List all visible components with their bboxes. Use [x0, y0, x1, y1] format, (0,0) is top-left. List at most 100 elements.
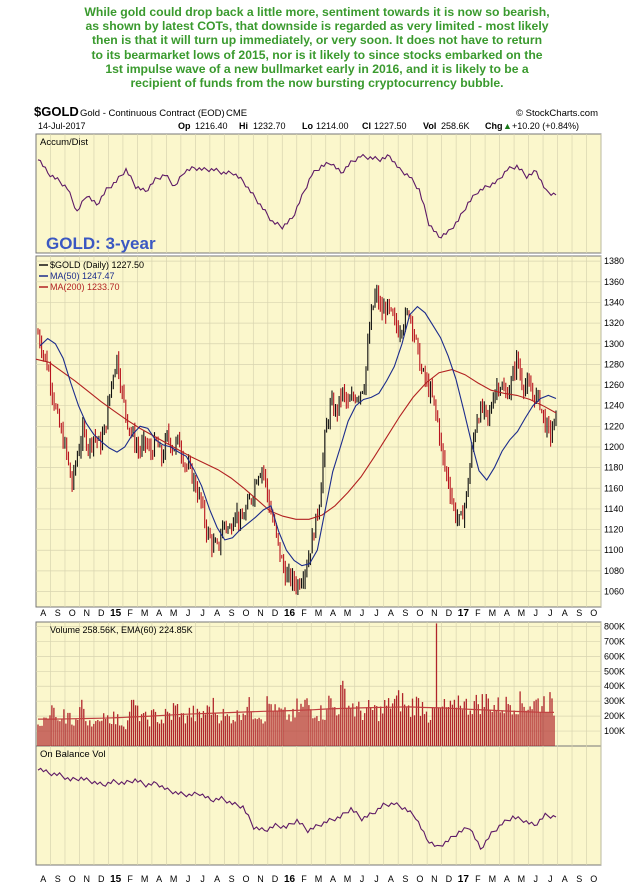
volume-y-tick: 200K — [604, 711, 625, 721]
volume-y-tick: 100K — [604, 726, 625, 736]
price-x-label: O — [69, 608, 76, 618]
obv-x-label: D — [446, 874, 453, 884]
price-x-label: 17 — [458, 608, 470, 619]
op-value: 1216.40 — [195, 121, 228, 131]
obv-x-label: S — [402, 874, 408, 884]
price-y-tick: 1200 — [604, 442, 624, 452]
price-x-label: N — [83, 608, 90, 618]
lo-value: 1214.00 — [316, 121, 349, 131]
obv-x-label: M — [170, 874, 178, 884]
price-x-label: A — [504, 608, 510, 618]
price-x-label: 15 — [110, 608, 122, 619]
price-x-label: N — [431, 608, 438, 618]
volume-y-tick: 400K — [604, 681, 625, 691]
price-x-label: M — [518, 608, 526, 618]
obv-x-label: D — [98, 874, 105, 884]
legend-gold: $GOLD (Daily) 1227.50 — [50, 260, 144, 270]
volume-ema-line — [38, 706, 555, 720]
cl-value: 1227.50 — [374, 121, 407, 131]
price-y-tick: 1160 — [604, 483, 623, 493]
obv-x-label: S — [229, 874, 235, 884]
accum-dist-label: Accum/Dist — [40, 137, 88, 148]
chg-value: +10.20 (+0.84%) — [512, 121, 579, 131]
legend-gold-value: 1227.50 — [112, 260, 145, 270]
legend-ma200: MA(200) 1233.70 — [50, 282, 120, 292]
cl-label: Cl — [362, 121, 371, 131]
obv-x-label: J — [374, 874, 379, 884]
price-x-label: O — [590, 608, 597, 618]
ma50-line — [39, 305, 557, 567]
legend-ma50-name: MA(50) — [50, 271, 80, 281]
price-y-tick: 1220 — [604, 421, 624, 431]
price-x-label: O — [416, 608, 423, 618]
price-x-label: J — [186, 608, 191, 618]
axis-labels: A S O N D 15 F M A M J J A S O N D 16 F M A M J J A S O N D 17 F M A M J J A… — [40, 256, 625, 885]
price-y-tick: 1360 — [604, 277, 624, 287]
price-x-label: D — [272, 608, 279, 618]
chart-date: 14-Jul-2017 — [38, 121, 86, 131]
price-x-label: A — [562, 608, 568, 618]
price-y-tick: 1080 — [604, 566, 624, 576]
volume-y-tick: 500K — [604, 666, 625, 676]
obv-x-label: F — [301, 874, 307, 884]
headline-line: to its bearmarket lows of 2015, nor is i… — [91, 47, 543, 62]
volume-y-tick: 300K — [604, 696, 625, 706]
legend-gold-name: $GOLD (Daily) — [50, 260, 109, 270]
hi-label: Hi — [239, 121, 248, 131]
obv-x-label: M — [315, 874, 323, 884]
volume-y-tick: 800K — [604, 621, 625, 631]
obv-x-label: M — [141, 874, 149, 884]
price-x-label: J — [548, 608, 553, 618]
headline-annotation: While gold could drop back a little more… — [22, 5, 612, 90]
obv-x-label: D — [272, 874, 279, 884]
price-x-label: A — [388, 608, 394, 618]
price-x-label: S — [402, 608, 408, 618]
volume-legend: Volume 258.56K, EMA(60) 224.85K — [50, 625, 193, 635]
price-panel — [35, 255, 602, 608]
obv-panel — [35, 745, 602, 866]
price-x-label: S — [576, 608, 582, 618]
price-x-label: D — [98, 608, 105, 618]
price-x-label: M — [344, 608, 352, 618]
obv-x-label: 15 — [110, 874, 122, 885]
chart-title: GOLD: 3-year — [46, 234, 156, 253]
price-y-tick: 1180 — [604, 463, 623, 473]
volume-y-tick: 700K — [604, 636, 625, 646]
price-y-tick: 1060 — [604, 587, 624, 597]
accum-dist-line — [37, 153, 557, 239]
obv-x-label: 16 — [284, 874, 296, 885]
price-x-label: M — [315, 608, 323, 618]
headline-line: then is that it will turn up immediately… — [91, 33, 543, 48]
price-y-tick: 1260 — [604, 380, 624, 390]
ma200-line — [35, 358, 557, 520]
price-y-tick: 1140 — [604, 504, 623, 514]
obv-x-label: J — [360, 874, 365, 884]
legend-ma200-value: 1233.70 — [87, 282, 120, 292]
obv-x-label: N — [431, 874, 438, 884]
stockcharts-credit: © StockCharts.com — [516, 108, 598, 119]
price-y-tick: 1340 — [604, 297, 624, 307]
chg-arrow-icon: ▲ — [503, 121, 512, 131]
headline-line: as shown by latest COTs, that downside i… — [85, 19, 549, 34]
legend-ma200-name: MA(200) — [50, 282, 85, 292]
headline-line: While gold could drop back a little more… — [84, 5, 550, 19]
price-x-label: A — [214, 608, 220, 618]
obv-x-label: O — [416, 874, 423, 884]
obv-x-label: F — [475, 874, 481, 884]
price-x-label: S — [55, 608, 61, 618]
obv-x-label: O — [243, 874, 250, 884]
op-label: Op — [178, 121, 191, 131]
price-y-tick: 1240 — [604, 401, 624, 411]
price-y-tick: 1320 — [604, 318, 624, 328]
vol-label: Vol — [423, 121, 436, 131]
price-x-label: 16 — [284, 608, 296, 619]
hi-value: 1232.70 — [253, 121, 286, 131]
obv-x-label: A — [40, 874, 46, 884]
obv-x-label: N — [83, 874, 90, 884]
obv-x-label: F — [127, 874, 133, 884]
volume-y-tick: 600K — [604, 651, 625, 661]
obv-x-label: O — [590, 874, 597, 884]
obv-x-label: J — [534, 874, 539, 884]
obv-x-label: A — [330, 874, 336, 884]
